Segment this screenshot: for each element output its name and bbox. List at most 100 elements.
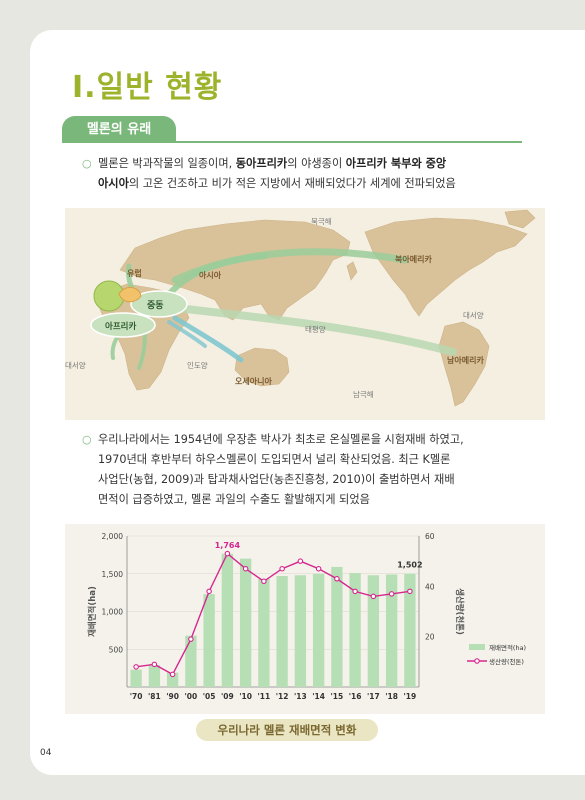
legend-bar-label: 재배면적(ha) bbox=[489, 643, 526, 652]
x-tick-label: '05 bbox=[203, 692, 216, 701]
line-point bbox=[352, 588, 358, 595]
section-tab: 멜론의 유래 bbox=[62, 116, 176, 142]
line-point bbox=[133, 664, 139, 670]
y2-tick-label: 20 bbox=[425, 633, 435, 642]
bar bbox=[367, 575, 380, 687]
page-title: Ⅰ.일반 현황 bbox=[72, 70, 223, 105]
map-label-asia: 아시아 bbox=[199, 270, 222, 280]
middle-east-bubble bbox=[130, 290, 188, 318]
x-tick-label: '18 bbox=[385, 692, 398, 701]
text-line: 우리나라에서는 1954년에 우장춘 박사가 최초로 온실멜론을 시험재배 하였… bbox=[98, 433, 464, 446]
text-line: 면적이 급증하였고, 멜론 과일의 수출도 활발해지게 되었음 bbox=[98, 493, 370, 506]
x-tick-label: '81 bbox=[148, 692, 161, 701]
x-tick-label: '16 bbox=[349, 692, 362, 701]
south-america-shape bbox=[438, 321, 490, 407]
bullet-icon: ○ bbox=[82, 433, 92, 446]
y-tick-label: 500 bbox=[109, 645, 124, 654]
line-point bbox=[224, 550, 231, 557]
bar bbox=[258, 579, 270, 687]
map-label-arctic: 북극해 bbox=[311, 216, 332, 226]
y-tick-label: 1,000 bbox=[102, 608, 124, 617]
text-run: 멜론은 박과작물의 일종이며, bbox=[98, 157, 236, 170]
line-point bbox=[261, 578, 267, 585]
line-point bbox=[297, 558, 304, 564]
data-label: 1,764 bbox=[215, 541, 241, 550]
bar bbox=[203, 594, 215, 687]
x-tick-label: '17 bbox=[367, 692, 380, 701]
map-label-pacific: 태평양 bbox=[305, 324, 326, 334]
line-point bbox=[334, 576, 340, 582]
map-label-south-america: 남아메리카 bbox=[447, 355, 484, 365]
arrow-to-indian bbox=[167, 320, 207, 348]
x-tick-label: '90 bbox=[166, 692, 179, 701]
text-line: 1970년대 후반부터 하우스멜론이 도입되면서 널리 확산되었음. 최근 K멜… bbox=[98, 453, 451, 466]
paragraph-origin: ○ 멜론은 박과작물의 일종이며, 동아프리카의 야생종이 아프리카 북부와 중… bbox=[82, 154, 456, 194]
bar bbox=[221, 553, 234, 687]
x-tick-label: '70 bbox=[130, 692, 143, 701]
bullet-icon: ○ bbox=[82, 157, 92, 170]
line-point bbox=[370, 593, 377, 600]
arrow-to-south-africa bbox=[137, 330, 147, 370]
text-bold: 아시아 bbox=[98, 177, 129, 190]
x-tick-label: '00 bbox=[185, 692, 198, 701]
map-label-africa: 아프리카 bbox=[105, 321, 136, 332]
paragraph-korea: ○ 우리나라에서는 1954년에 우장춘 박사가 최초로 온실멜론을 시험재배 … bbox=[82, 430, 464, 510]
line-point bbox=[206, 588, 212, 595]
bar bbox=[185, 635, 197, 687]
melon-slice-icon bbox=[118, 287, 142, 303]
x-tick-label: '13 bbox=[294, 692, 307, 701]
x-tick-label: '14 bbox=[312, 692, 325, 701]
area-chart: 500 1,000 1,500 2,000 20 40 60 '70 '81 '90 '00 '05 '… bbox=[87, 532, 526, 701]
eurasia-shape bbox=[119, 219, 351, 321]
line-point bbox=[242, 565, 249, 572]
text-line: 사업단(농협, 2009)과 탑과채사업단(농촌진흥청, 2010)이 출범하면… bbox=[98, 473, 455, 486]
line-point bbox=[407, 588, 413, 595]
line-series bbox=[136, 552, 410, 676]
y-tick-label: 1,500 bbox=[102, 570, 124, 579]
japan-shape bbox=[346, 261, 358, 281]
text-bold: 아프리카 북부와 중앙 bbox=[345, 157, 447, 170]
map-label-middle-east: 중동 bbox=[147, 300, 164, 311]
x-tick-label: '12 bbox=[276, 692, 289, 701]
bar bbox=[294, 575, 307, 687]
text-run: 의 고온 건조하고 비가 적은 지방에서 재배되었다가 세계에 전파되었음 bbox=[128, 177, 456, 190]
y-axis-title: 재배면적(ha) bbox=[87, 586, 98, 637]
area-chart-panel: 500 1,000 1,500 2,000 20 40 60 '70 '81 '90 '00 '05 '… bbox=[65, 524, 545, 714]
data-label: 1,502 bbox=[397, 561, 422, 570]
map-label-indian: 인도양 bbox=[187, 360, 208, 370]
map-label-north-america: 북아메리카 bbox=[395, 254, 432, 264]
x-tick-label: '10 bbox=[239, 692, 252, 701]
line-point bbox=[388, 591, 395, 597]
arrow-to-north-america bbox=[171, 248, 409, 284]
map-label-atlantic-east: 대서양 bbox=[463, 311, 484, 320]
world-map-svg: 북극해 태평양 대서양 대서양 인도양 남극해 유럽 아시아 북아메리카 오세아… bbox=[65, 209, 536, 407]
bar bbox=[130, 669, 142, 687]
chart-caption: 우리나라 멜론 재배면적 변화 bbox=[196, 719, 378, 741]
map-label-oceania: 오세아니아 bbox=[235, 376, 272, 386]
legend-line-label: 생산량(천톤) bbox=[489, 657, 524, 666]
section-rule bbox=[62, 141, 522, 143]
north-america-shape bbox=[364, 217, 528, 317]
bar bbox=[148, 665, 161, 687]
bar bbox=[239, 558, 252, 687]
bar bbox=[349, 572, 361, 687]
bar bbox=[276, 576, 288, 687]
line-point bbox=[315, 565, 322, 572]
x-tick-label: '15 bbox=[331, 692, 344, 701]
australia-shape bbox=[234, 347, 290, 387]
bar bbox=[385, 574, 398, 687]
legend-line-marker bbox=[474, 658, 480, 664]
y2-axis-title: 생산량(천톤) bbox=[454, 588, 465, 635]
line-point bbox=[151, 661, 158, 668]
map-label-antarctic: 남극해 bbox=[353, 389, 374, 399]
y-tick-label: 2,000 bbox=[102, 532, 124, 541]
page-number: 04 bbox=[40, 748, 52, 758]
bar bbox=[166, 672, 179, 687]
arrow-to-south-america bbox=[173, 304, 457, 356]
text-run: 의 야생종이 bbox=[287, 157, 346, 170]
x-tick-label: '09 bbox=[221, 692, 234, 701]
line-point bbox=[279, 565, 285, 572]
x-tick-label: '19 bbox=[404, 692, 417, 701]
y2-tick-label: 40 bbox=[425, 582, 435, 591]
line-point bbox=[188, 636, 194, 642]
